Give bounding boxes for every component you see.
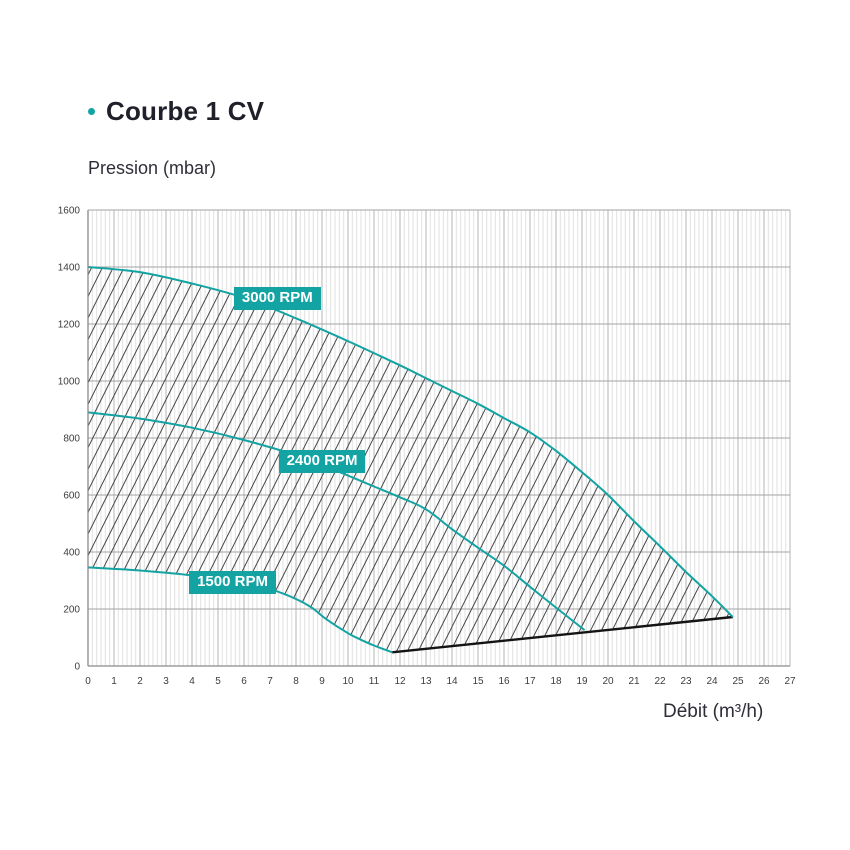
boundary-line <box>392 615 733 654</box>
svg-text:12: 12 <box>394 676 406 687</box>
svg-text:24: 24 <box>706 676 718 687</box>
axes <box>87 210 790 667</box>
series-badge-3000rpm: 3000 RPM <box>233 287 321 310</box>
series-badge-1500rpm: 1500 RPM <box>189 571 276 595</box>
svg-text:11: 11 <box>369 676 380 687</box>
svg-text:26: 26 <box>758 676 770 687</box>
svg-text:6: 6 <box>241 676 247 687</box>
svg-text:1400: 1400 <box>58 263 81 274</box>
svg-text:18: 18 <box>550 676 562 687</box>
page-title: Courbe 1 CV <box>106 96 265 126</box>
svg-text:19: 19 <box>576 676 588 687</box>
svg-text:15: 15 <box>472 676 484 687</box>
svg-text:1: 1 <box>111 676 117 687</box>
svg-text:1600: 1600 <box>58 206 81 217</box>
svg-text:10: 10 <box>342 676 354 687</box>
y-tick-labels: 0 200 400 600 800 1000 1200 1400 1600 <box>58 206 81 673</box>
svg-text:0: 0 <box>85 676 91 687</box>
svg-text:14: 14 <box>446 676 458 687</box>
svg-text:1200: 1200 <box>58 320 81 331</box>
svg-text:13: 13 <box>420 676 432 687</box>
title-bullet-icon <box>88 108 95 115</box>
svg-text:800: 800 <box>63 434 80 445</box>
series-badge-2400rpm: 2400 RPM <box>278 450 366 473</box>
svg-text:600: 600 <box>63 491 80 502</box>
svg-text:16: 16 <box>498 676 510 687</box>
svg-text:400: 400 <box>63 548 80 559</box>
svg-text:3: 3 <box>163 676 169 687</box>
svg-text:0: 0 <box>74 662 80 673</box>
x-tick-labels: 0 1 2 3 4 5 6 7 8 9 10 11 12 13 14 15 16 17 18 19 20 21 22 23 24… <box>85 676 796 687</box>
svg-text:9: 9 <box>319 676 325 687</box>
svg-text:22: 22 <box>654 676 666 687</box>
curve-1500-rpm <box>87 566 393 654</box>
svg-text:200: 200 <box>63 605 80 616</box>
svg-text:27: 27 <box>784 676 796 687</box>
svg-text:17: 17 <box>524 676 536 687</box>
svg-text:21: 21 <box>628 676 640 687</box>
pump-curves <box>87 266 734 654</box>
svg-text:25: 25 <box>732 676 744 687</box>
y-axis-title: Pression (mbar) <box>88 158 217 178</box>
svg-text:1000: 1000 <box>58 377 81 388</box>
curve-2400-rpm <box>87 411 586 631</box>
svg-text:20: 20 <box>602 676 614 687</box>
svg-text:4: 4 <box>189 676 195 687</box>
svg-text:2: 2 <box>137 676 143 687</box>
svg-text:5: 5 <box>215 676 221 687</box>
svg-text:7: 7 <box>267 676 273 687</box>
svg-text:23: 23 <box>680 676 692 687</box>
x-axis-title: Débit (m³/h) <box>663 701 764 722</box>
svg-text:8: 8 <box>293 676 299 687</box>
